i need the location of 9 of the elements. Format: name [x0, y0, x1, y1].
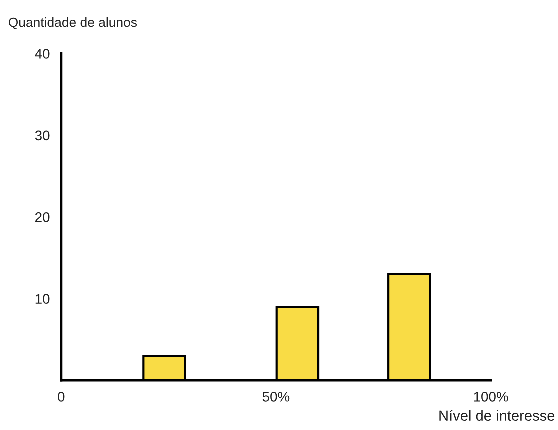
x-tick-label: 100% — [474, 392, 508, 402]
y-tick-label: 30 — [35, 130, 50, 141]
x-axis-title: Nível de interesse — [440, 410, 555, 422]
y-axis-title: Quantidade de alunos — [8, 18, 138, 30]
x-tick-label: 50% — [262, 392, 290, 402]
y-tick-label: 10 — [36, 294, 50, 304]
y-tick-label: 40 — [35, 49, 50, 59]
y-tick-label: 20 — [36, 212, 50, 222]
x-tick-label: 0 — [58, 392, 65, 402]
